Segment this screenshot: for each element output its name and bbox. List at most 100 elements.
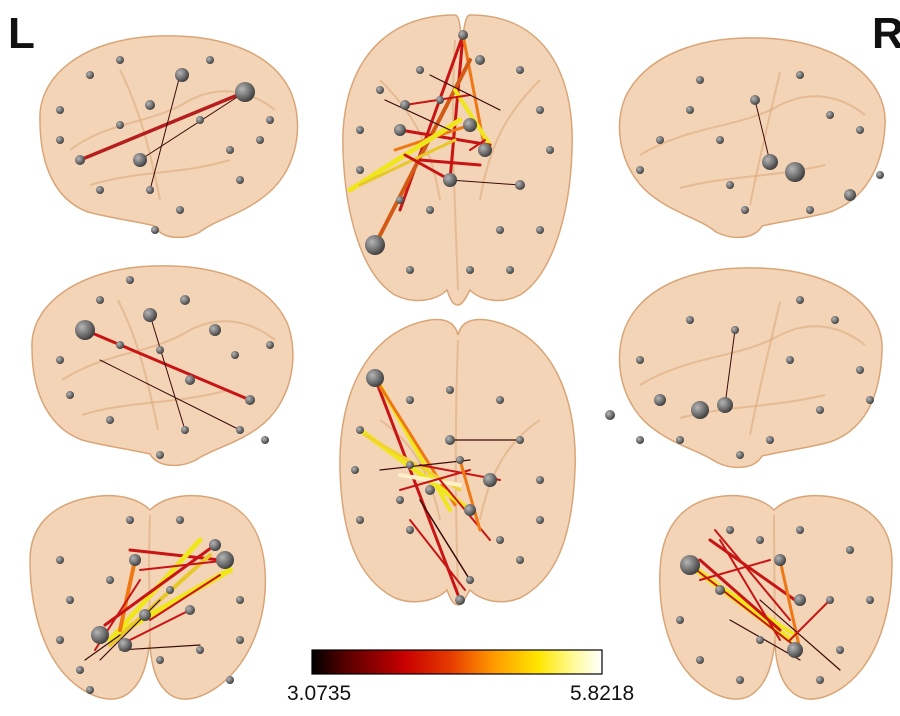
brain-node [478, 143, 492, 157]
brain-node [56, 556, 64, 564]
brain-node [831, 316, 839, 324]
brain-node [445, 435, 455, 445]
brain-node [766, 436, 774, 444]
brain-node [116, 341, 124, 349]
brain-node [762, 154, 778, 170]
connection-edge [384, 99, 451, 131]
brain-node [106, 576, 114, 584]
brain-node [181, 426, 189, 434]
brain-node [236, 636, 244, 644]
connection-edge [448, 33, 465, 182]
brain-node [726, 181, 734, 189]
brain-node [686, 106, 694, 114]
brain-node [466, 266, 474, 274]
brain-node [750, 95, 760, 105]
connection-edge [449, 179, 521, 186]
connection-edge [409, 519, 466, 591]
brain-node [185, 605, 195, 615]
connection-edge [83, 328, 252, 402]
brain-node [794, 594, 806, 606]
brain-node [226, 146, 234, 154]
connection-edge [129, 609, 191, 641]
brain-node [446, 386, 454, 394]
connection-edge [379, 459, 471, 471]
brain-node [86, 686, 94, 694]
brain-node [56, 636, 64, 644]
brain-node [846, 546, 854, 554]
connection-edge [358, 138, 457, 187]
brain-node [126, 516, 134, 524]
brain-node [785, 162, 805, 182]
brain-node [226, 676, 234, 684]
brain-node [636, 166, 644, 174]
brain-node [145, 100, 155, 110]
brain-left-lateral-top [39, 35, 299, 239]
brain-node [475, 55, 485, 65]
brain-node [365, 235, 385, 255]
brain-node [366, 369, 384, 387]
brain-node [516, 436, 524, 444]
connection-edge [418, 158, 482, 167]
brain-node [166, 586, 174, 594]
brain-node [796, 71, 804, 79]
brain-node [636, 436, 644, 444]
brain-node [536, 516, 544, 524]
brain-node [231, 351, 239, 359]
connection-edge [373, 376, 462, 602]
brain-node [209, 539, 221, 551]
brain-node [216, 551, 234, 569]
connection-edge [139, 559, 231, 571]
brain-node [856, 366, 864, 374]
brain-node [151, 226, 159, 234]
brain-axial-top [342, 14, 573, 306]
brain-node [416, 66, 424, 74]
brain-node [156, 451, 164, 459]
connection-edge [708, 538, 797, 602]
brain-node [483, 473, 497, 487]
colorbar-gradient [311, 649, 603, 675]
brain-node [76, 666, 84, 674]
brain-node [146, 186, 154, 194]
brain-node [143, 308, 157, 322]
brain-node [86, 71, 94, 79]
brain-node [66, 391, 74, 399]
brain-node [796, 526, 804, 534]
brain-node [636, 356, 644, 364]
connection-edge [689, 564, 801, 651]
brain-node [466, 576, 474, 584]
connection-edge [429, 74, 501, 111]
brain-node [458, 30, 468, 40]
brain-node [656, 136, 664, 144]
brain-node [826, 111, 834, 119]
brain-node [496, 396, 504, 404]
brain-sulci [61, 39, 866, 641]
brain-node [396, 196, 404, 204]
brain-node [736, 676, 744, 684]
brain-node [546, 146, 554, 154]
brain-node [129, 554, 141, 566]
brain-node [463, 118, 477, 132]
connection-edge [149, 74, 181, 191]
brain-node [676, 616, 684, 624]
brain-node [256, 136, 264, 144]
connection-edge [469, 139, 486, 151]
connection-edge [398, 128, 492, 147]
brain-right-lateral-mid [618, 267, 883, 469]
brain-node [406, 461, 414, 469]
brain-node [351, 466, 359, 474]
connection-edge [699, 559, 771, 581]
brain-node [96, 186, 104, 194]
left-hemisphere-label: L [8, 9, 35, 58]
brain-node [676, 436, 684, 444]
connection-edge [458, 458, 482, 532]
brain-node [266, 341, 274, 349]
brain-node [75, 320, 95, 340]
connection-edge [719, 539, 781, 641]
brain-node [506, 266, 514, 274]
brain-node [806, 206, 814, 214]
brain-node [816, 406, 824, 414]
brain-node [844, 189, 856, 201]
brain-node [396, 496, 404, 504]
connection-edge [398, 33, 465, 212]
